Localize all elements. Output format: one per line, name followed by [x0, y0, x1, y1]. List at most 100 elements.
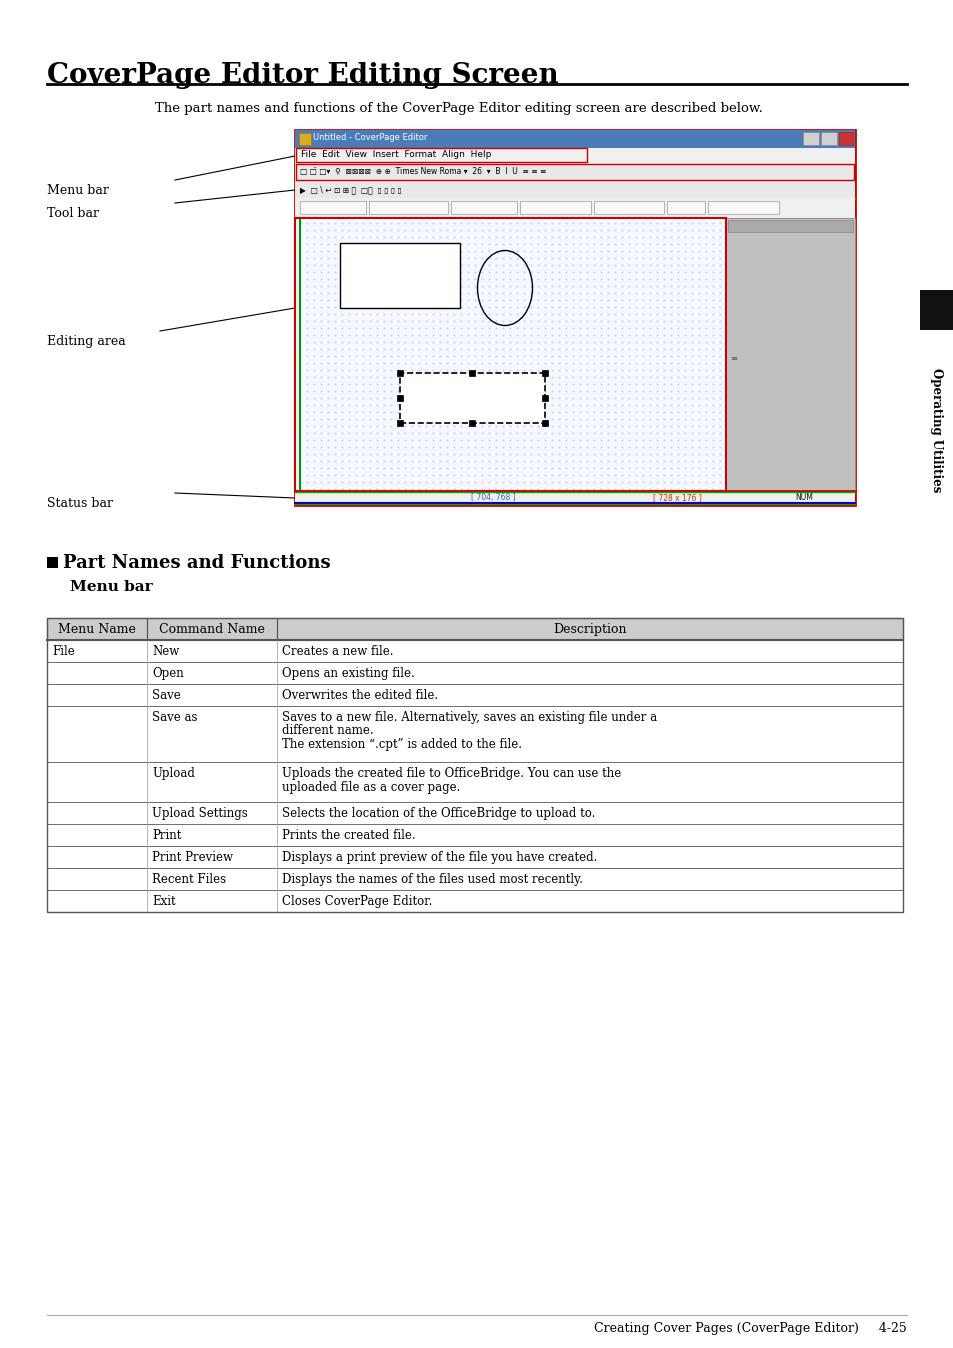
Text: Untitled - CoverPage Editor: Untitled - CoverPage Editor: [313, 133, 427, 142]
Bar: [294, 491, 854, 506]
Bar: [469, 369, 475, 376]
Text: Part Names and Functions: Part Names and Functions: [63, 554, 331, 572]
Text: CoverPage Editor Editing Screen: CoverPage Editor Editing Screen: [47, 62, 558, 89]
Text: 4: 4: [928, 298, 943, 319]
Bar: [295, 148, 587, 162]
Bar: [469, 421, 475, 426]
Text: Menu Name: Menu Name: [58, 623, 135, 636]
Text: Save: Save: [152, 689, 180, 702]
Bar: [47, 868, 902, 890]
Bar: [47, 640, 902, 662]
Text: New: New: [152, 644, 179, 658]
Text: The part names and functions of the CoverPage Editor editing screen are describe: The part names and functions of the Cove…: [154, 102, 762, 115]
Bar: [451, 201, 517, 214]
Text: Tool bar: Tool bar: [47, 208, 99, 220]
Text: File: File: [52, 644, 74, 658]
Bar: [294, 198, 854, 218]
Bar: [541, 395, 547, 400]
Text: [ 728 x 176 ]: [ 728 x 176 ]: [652, 493, 701, 501]
Text: Menu bar: Menu bar: [70, 580, 152, 594]
Text: Store into MFP: Store into MFP: [710, 204, 754, 208]
Bar: [727, 220, 852, 232]
Bar: [299, 201, 365, 214]
Bar: [541, 421, 547, 426]
Text: ✕: ✕: [840, 133, 846, 142]
Text: Creating Cover Pages (CoverPage Editor)     4-25: Creating Cover Pages (CoverPage Editor) …: [594, 1322, 906, 1335]
Bar: [294, 148, 854, 164]
Text: The extension “.cpt” is added to the file.: The extension “.cpt” is added to the fil…: [282, 737, 521, 751]
Text: Operating Utilities: Operating Utilities: [929, 368, 943, 492]
Text: Open Template: Open Template: [303, 204, 348, 208]
Bar: [47, 706, 902, 762]
Text: Insert Comment: Insert Comment: [522, 204, 571, 208]
Text: Insert Sender: Insert Sender: [454, 204, 495, 208]
Bar: [47, 762, 902, 802]
Bar: [399, 373, 544, 423]
Text: Displays the names of the files used most recently.: Displays the names of the files used mos…: [282, 874, 582, 886]
Bar: [396, 395, 402, 400]
Bar: [294, 218, 725, 491]
Text: Description: Description: [553, 623, 626, 636]
Bar: [294, 129, 854, 148]
Bar: [919, 290, 953, 330]
Bar: [47, 683, 902, 706]
Bar: [369, 201, 448, 214]
Text: NUM: NUM: [794, 493, 812, 501]
Text: Upload: Upload: [152, 767, 194, 780]
Text: Open: Open: [152, 667, 184, 679]
Bar: [519, 201, 590, 214]
Text: different name.: different name.: [282, 724, 374, 737]
Text: Print Preview: Print Preview: [152, 851, 233, 864]
Bar: [725, 218, 854, 491]
Text: Editing area: Editing area: [47, 336, 126, 348]
Bar: [47, 802, 902, 824]
Text: Insert Recipient: Insert Recipient: [372, 204, 418, 208]
Bar: [47, 890, 902, 913]
Bar: [47, 847, 902, 868]
Text: Closes CoverPage Editor.: Closes CoverPage Editor.: [282, 895, 432, 909]
Text: Opens an existing file.: Opens an existing file.: [282, 667, 415, 679]
Bar: [294, 182, 854, 198]
Text: ≡: ≡: [729, 355, 737, 363]
Text: Upload Settings: Upload Settings: [152, 807, 248, 820]
Bar: [666, 201, 704, 214]
Text: Insert Picture: Insert Picture: [596, 204, 636, 208]
Bar: [294, 129, 854, 506]
Bar: [396, 421, 402, 426]
Bar: [541, 369, 547, 376]
Text: uploaded file as a cover page.: uploaded file as a cover page.: [282, 780, 460, 794]
Text: ▶  □ \ ↩ ⊡ ⊞ ⬛  □⬛  ▯ ▯ ▯ ▯: ▶ □ \ ↩ ⊡ ⊞ ⬛ □⬛ ▯ ▯ ▯ ▯: [299, 185, 401, 194]
Bar: [821, 132, 836, 146]
Text: Print: Print: [152, 829, 181, 842]
Text: Exit: Exit: [152, 895, 175, 909]
Bar: [707, 201, 778, 214]
Bar: [396, 369, 402, 376]
Text: Preview: Preview: [669, 204, 693, 208]
Bar: [47, 662, 902, 683]
Text: Recent Files: Recent Files: [152, 874, 226, 886]
Text: _: _: [804, 133, 808, 142]
Text: Menu bar: Menu bar: [47, 183, 109, 197]
Bar: [593, 201, 663, 214]
Text: □ □̈ □▾  ⚲  ⊠⊠⊠⊠  ⊕ ⊕  Times New Roma ▾  26  ▾  B  I  U  ≡ ≡ ≡: □ □̈ □▾ ⚲ ⊠⊠⊠⊠ ⊕ ⊕ Times New Roma ▾ 26 ▾…: [299, 167, 546, 177]
Bar: [298, 133, 311, 146]
Text: Saves to a new file. Alternatively, saves an existing file under a: Saves to a new file. Alternatively, save…: [282, 710, 657, 724]
Bar: [47, 617, 902, 640]
Text: Save as: Save as: [152, 710, 197, 724]
Bar: [47, 824, 902, 847]
Text: Prints the created file.: Prints the created file.: [282, 829, 416, 842]
Text: Command Name: Command Name: [159, 623, 265, 636]
Bar: [295, 164, 853, 181]
Text: Creates a new file.: Creates a new file.: [282, 644, 393, 658]
Bar: [838, 132, 852, 146]
Bar: [802, 132, 818, 146]
Text: Selects the location of the OfficeBridge to upload to.: Selects the location of the OfficeBridge…: [282, 807, 595, 820]
Bar: [339, 243, 459, 307]
Text: □: □: [821, 133, 828, 142]
Bar: [47, 557, 58, 568]
Text: Uploads the created file to OfficeBridge. You can use the: Uploads the created file to OfficeBridge…: [282, 767, 620, 780]
Text: Overwrites the edited file.: Overwrites the edited file.: [282, 689, 437, 702]
Bar: [294, 164, 854, 182]
Text: File  Edit  View  Insert  Format  Align  Help: File Edit View Insert Format Align Help: [301, 150, 491, 159]
Text: [ 704, 768 ]: [ 704, 768 ]: [471, 493, 515, 501]
